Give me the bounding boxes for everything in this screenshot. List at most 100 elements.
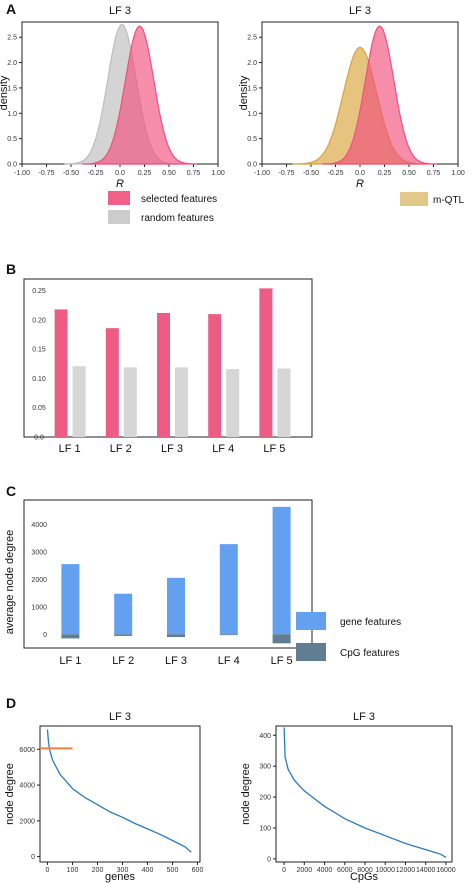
y-tick-label: 300 [259, 764, 271, 771]
x-tick-label: 2000 [297, 867, 313, 874]
y-tick-label: 3000 [31, 550, 47, 557]
x-tick-label: -0.25 [328, 170, 344, 177]
panel-label-b: B [6, 261, 16, 277]
bar-random-features [226, 369, 240, 437]
y-axis-label: node degree [240, 763, 252, 825]
bar-CpG-features [167, 634, 185, 638]
bar-selected-features [259, 288, 273, 437]
degree-line [283, 727, 447, 858]
x-tick-label: -1.00 [14, 170, 30, 177]
plot-frame [23, 499, 313, 649]
chart-title: LF 3 [109, 5, 131, 17]
bar-random-features [72, 366, 86, 437]
legend-text-gene: gene features [340, 617, 401, 628]
x-tick-label: 4000 [317, 867, 333, 874]
x-tick-label: LF 1 [59, 655, 81, 667]
legend-swatch-random [108, 210, 130, 224]
bar-random-features [175, 367, 188, 437]
y-tick-label: 0.25 [32, 288, 46, 295]
density-series-selected-features [322, 25, 438, 165]
bar-selected-features [157, 312, 170, 437]
chart-b: 0.0 0.05 0.10 0.15 0.20 0.25 LF 1 LF 2 LF 3 LF 4 L… [23, 278, 313, 455]
degree-line [46, 729, 192, 853]
y-tick-label: 0.05 [32, 405, 46, 412]
chart-title: LF 3 [109, 711, 131, 723]
chart-c: average node degree 0 1000 2000 3000 4000 LF 1… [4, 499, 313, 667]
x-tick-label: -0.50 [303, 170, 319, 177]
y-tick-label: 100 [259, 826, 271, 833]
x-tick-label: 0 [282, 867, 286, 874]
y-tick-label: 0.0 [247, 162, 257, 169]
x-tick-label: 1.00 [211, 170, 225, 177]
y-tick-label: 0.0 [34, 435, 44, 442]
y-axis-label: node degree [4, 763, 16, 825]
x-tick-label: -0.75 [279, 170, 295, 177]
plot-frame [39, 725, 201, 863]
x-tick-label: -1.00 [254, 170, 270, 177]
y-tick-label: 200 [259, 795, 271, 802]
x-tick-label: 10000 [376, 867, 396, 874]
bar-gene-features [272, 506, 291, 635]
y-tick-label: 0.10 [32, 376, 46, 383]
bar-CpG-features [61, 634, 80, 639]
y-tick-label: 0 [43, 632, 47, 639]
y-tick-label: 1.0 [7, 111, 17, 118]
x-tick-label: 500 [167, 867, 179, 874]
y-tick-label: 2.5 [7, 35, 17, 42]
legend-swatch-mqtl [400, 192, 428, 206]
bar-random-features [277, 368, 291, 437]
legend-text-random: random features [141, 213, 214, 224]
y-axis-label: density [238, 75, 250, 110]
legend-text-cpg: CpG features [340, 648, 399, 659]
x-tick-label: -0.50 [63, 170, 79, 177]
bar-gene-features [61, 564, 80, 635]
y-tick-label: 2000 [19, 818, 35, 825]
y-tick-label: 4000 [19, 783, 35, 790]
y-tick-label: 400 [259, 733, 271, 740]
x-tick-label: LF 3 [165, 655, 187, 667]
x-axis-label: R [356, 178, 364, 190]
y-tick-label: 1000 [31, 604, 47, 611]
y-tick-label: 0.5 [247, 136, 257, 143]
y-tick-label: 6000 [19, 747, 35, 754]
x-tick-label: 12000 [396, 867, 416, 874]
x-tick-label: 6000 [337, 867, 353, 874]
y-tick-label: 0.15 [32, 347, 46, 354]
x-axis-label: R [116, 178, 124, 190]
x-tick-label: 0.50 [162, 170, 176, 177]
x-tick-label: -0.75 [39, 170, 55, 177]
x-tick-label: LF 1 [59, 443, 81, 455]
legend-a-right: m-QTL [400, 192, 465, 206]
x-tick-label: 200 [92, 867, 104, 874]
x-tick-label: 0 [46, 867, 50, 874]
x-tick-label: LF 2 [110, 443, 132, 455]
x-tick-label: 16000 [436, 867, 456, 874]
x-tick-label: LF 4 [218, 655, 240, 667]
x-axis-label: genes [105, 871, 135, 883]
legend-c: gene features CpG features [296, 612, 401, 661]
chart-title: LF 3 [349, 5, 371, 17]
x-axis-label: CpGs [350, 871, 379, 883]
x-tick-label: LF 2 [112, 655, 134, 667]
y-tick-label: 2.5 [247, 35, 257, 42]
y-tick-label: 4000 [31, 522, 47, 529]
panel-label-d: D [6, 695, 16, 711]
y-tick-label: 0 [267, 856, 271, 863]
x-tick-label: -0.25 [88, 170, 104, 177]
plot-frame [275, 725, 453, 863]
bar-CpG-features [272, 634, 291, 644]
y-tick-label: 0.20 [32, 317, 46, 324]
x-tick-label: 0.25 [138, 170, 152, 177]
y-tick-label: 1.5 [7, 85, 17, 92]
x-tick-label: 0.75 [187, 170, 201, 177]
bar-gene-features [167, 577, 185, 635]
y-axis-label: density [0, 75, 10, 110]
y-tick-label: 2.0 [247, 60, 257, 67]
legend-text-selected: selected features [141, 194, 217, 205]
bar-gene-features [114, 593, 133, 635]
